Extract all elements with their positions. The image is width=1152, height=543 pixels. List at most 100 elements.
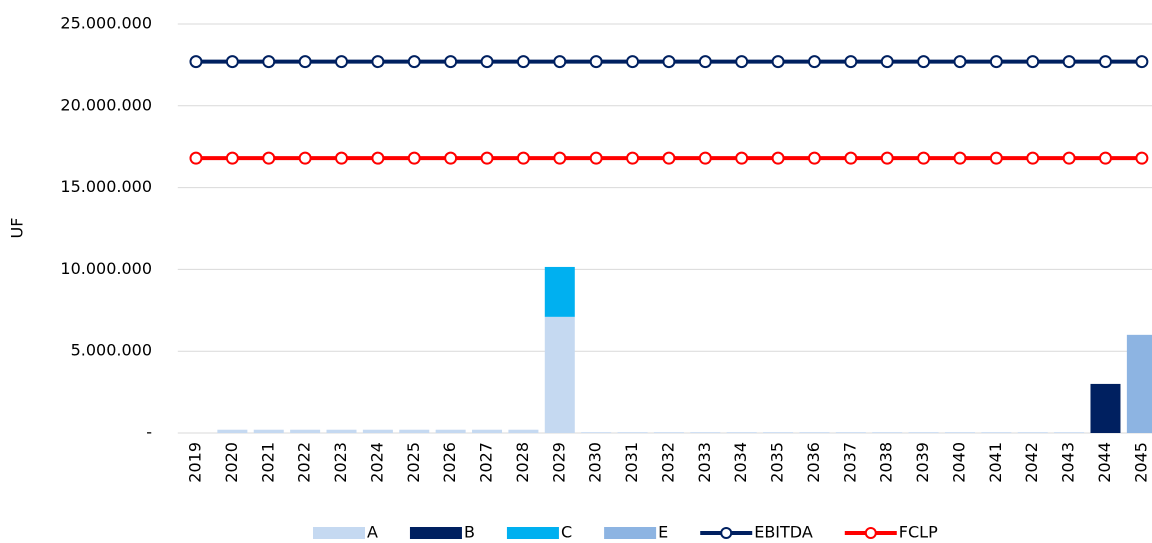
x-tick-label: 2037	[840, 442, 859, 483]
bar	[326, 429, 357, 433]
bar	[617, 432, 648, 433]
legend-label: B	[464, 523, 475, 542]
x-tick-label: 2039	[913, 442, 932, 483]
line-marker	[553, 151, 567, 165]
legend-label: A	[367, 523, 378, 542]
y-tick-label: 10.000.000	[60, 259, 152, 278]
line-marker	[917, 151, 931, 165]
x-tick-label: 2038	[877, 442, 896, 483]
x-tick-label: 2035	[768, 442, 787, 483]
line-marker	[807, 55, 821, 69]
line-marker	[371, 151, 385, 165]
bar	[690, 432, 721, 433]
bar	[799, 432, 830, 433]
bar	[1054, 432, 1085, 433]
legend-swatch	[864, 527, 877, 539]
line-marker	[662, 55, 676, 69]
y-tick-label: 25.000.000	[60, 14, 152, 33]
x-tick-label: 2030	[586, 442, 605, 483]
bar	[290, 429, 321, 433]
bar	[217, 429, 248, 433]
legend-swatch	[720, 527, 733, 539]
line-marker	[953, 55, 967, 69]
x-tick-label: 2019	[185, 442, 204, 483]
bar	[253, 429, 284, 433]
line-marker	[371, 55, 385, 69]
x-tick-label: 2033	[695, 442, 714, 483]
line-marker	[771, 55, 785, 69]
x-tick-label: 2021	[258, 442, 277, 483]
bar	[544, 266, 575, 317]
x-tick-label: 2031	[622, 442, 641, 483]
bar	[908, 432, 939, 433]
line-marker	[225, 151, 239, 165]
legend-label: E	[658, 523, 668, 542]
bar	[653, 432, 684, 433]
legend-swatch	[409, 527, 462, 539]
line-marker	[298, 55, 312, 69]
line-marker	[989, 151, 1003, 165]
x-tick-label: 2032	[658, 442, 677, 483]
line-marker	[589, 55, 603, 69]
line-marker	[589, 151, 603, 165]
y-axis-label: UF	[8, 218, 27, 239]
line-marker	[1098, 151, 1112, 165]
line-marker	[407, 55, 421, 69]
line-marker	[989, 55, 1003, 69]
line-marker	[262, 55, 276, 69]
line-marker	[698, 55, 712, 69]
legend-swatch	[604, 527, 657, 539]
line-marker	[626, 151, 640, 165]
legend-swatch	[506, 527, 559, 539]
line-marker	[662, 151, 676, 165]
line-marker	[225, 55, 239, 69]
y-tick-label: 15.000.000	[60, 177, 152, 196]
legend-label: EBITDA	[754, 523, 813, 542]
line-marker	[880, 151, 894, 165]
line-marker	[1135, 151, 1149, 165]
line-marker	[953, 151, 967, 165]
x-tick-label: 2022	[295, 442, 314, 483]
line-marker	[1026, 55, 1040, 69]
x-tick-label: 2029	[549, 442, 568, 483]
line-marker	[553, 55, 567, 69]
line-marker	[1062, 55, 1076, 69]
line-marker	[335, 151, 349, 165]
line-marker	[735, 55, 749, 69]
line-marker	[444, 55, 458, 69]
bar	[981, 432, 1012, 433]
bar	[472, 429, 503, 433]
line-marker	[1098, 55, 1112, 69]
bar	[399, 429, 430, 433]
x-tick-label: 2034	[731, 442, 750, 483]
bar	[726, 432, 757, 433]
line-marker	[189, 55, 203, 69]
x-tick-label: 2027	[477, 442, 496, 483]
legend-swatch	[313, 527, 365, 539]
x-tick-label: 2036	[804, 442, 823, 483]
line-marker	[917, 55, 931, 69]
line-marker	[698, 151, 712, 165]
line-marker	[298, 151, 312, 165]
legend-label: C	[561, 523, 572, 542]
x-tick-label: 2040	[949, 442, 968, 483]
line-marker	[516, 55, 530, 69]
line-marker	[480, 151, 494, 165]
line-marker	[1062, 151, 1076, 165]
bar	[1017, 432, 1048, 433]
line-marker	[516, 151, 530, 165]
y-tick-label: 20.000.000	[60, 95, 152, 114]
line-marker	[807, 151, 821, 165]
line-marker	[735, 151, 749, 165]
legend-label: FCLP	[899, 523, 938, 542]
x-tick-label: 2044	[1095, 442, 1114, 483]
x-tick-label: 2026	[440, 442, 459, 483]
line-marker	[407, 151, 421, 165]
x-tick-label: 2020	[222, 442, 241, 483]
y-tick-label: 5.000.000	[71, 341, 152, 360]
line-marker	[844, 55, 858, 69]
bar	[1090, 383, 1121, 433]
line-marker	[444, 151, 458, 165]
x-tick-label: 2028	[513, 442, 532, 483]
